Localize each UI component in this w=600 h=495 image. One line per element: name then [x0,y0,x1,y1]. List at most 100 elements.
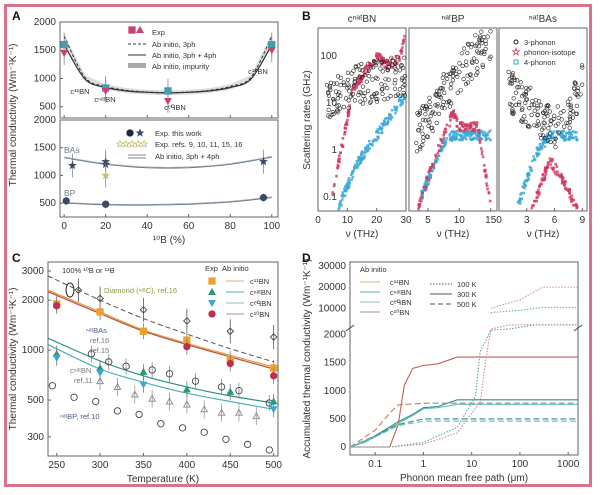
isotope-point [343,130,347,134]
three-phonon-point [567,125,572,130]
three-phonon-point [519,119,524,124]
bp-ref-point [157,420,165,428]
three-phonon-point [509,81,514,86]
three-phonon-point [575,88,580,93]
isotope-point [341,137,345,140]
three-phonon-point [369,65,374,70]
four-phonon-point [565,131,568,135]
isotope-point [351,88,354,91]
three-phonon-point [395,54,400,60]
four-phonon-point [537,152,540,155]
x-tick-label: 0 [496,215,502,226]
four-phonon-point [428,172,432,176]
four-phonon-point [471,132,474,135]
isotope-point [544,172,548,176]
three-phonon-point [481,34,487,40]
isotope-point [386,59,389,62]
three-phonon-point [527,124,532,129]
four-phonon-point [341,198,344,201]
y-tick-label: 500 [39,198,56,209]
four-phonon-point [360,150,364,153]
four-phonon-point [434,160,437,163]
four-phonon-point [532,155,535,158]
isotope-point [403,34,406,38]
three-phonon-point [567,116,573,121]
x-axis-label: ν (THz) [527,229,560,240]
panel-a: Thermal conductivity (Wm⁻¹K⁻¹) 5001000150… [8,17,281,246]
three-phonon-point [378,66,383,71]
isotope-point [417,205,421,208]
four-phonon-point [366,146,370,150]
isotope-point [483,164,486,167]
three-phonon-point [439,95,444,100]
isotope-point [546,166,550,169]
y-tick-label: 0 [340,442,346,453]
subplot-title: ⁿᵃᵗBAs [529,14,557,25]
three-phonon-point [469,76,474,81]
four-phonon-point [562,129,566,132]
x-tick-label: 6 [552,215,558,226]
four-phonon-point [337,208,341,211]
four-phonon-point [425,179,429,183]
four-phonon-point [428,174,431,177]
isotope-point [348,104,351,107]
isotope-point [554,163,557,166]
four-phonon-point [521,185,525,188]
isotope-point [546,161,550,164]
three-phonon-point [524,86,529,91]
four-phonon-point [570,131,573,135]
four-phonon-point [340,203,343,207]
three-phonon-point [345,70,351,75]
isotope-point [464,122,467,126]
four-phonon-point [377,131,381,135]
three-phonon-point [519,107,525,113]
three-phonon-point [421,135,426,140]
isotope-point [390,57,394,61]
annotation-bas: BAs [64,145,80,155]
exp-point-ceqbn [139,381,148,389]
three-phonon-point [392,81,397,86]
four-phonon-point [378,125,382,129]
three-phonon-point [366,73,372,79]
four-phonon-point [351,170,354,174]
three-phonon-point [324,83,330,88]
four-phonon-point [457,138,461,141]
three-phonon-point [545,103,550,108]
three-phonon-point [428,113,433,119]
x-tick-label: 40 [142,221,154,232]
three-phonon-point [572,80,577,85]
three-phonon-point [522,114,527,119]
four-phonon-point [356,166,359,169]
bas-ref-point [122,362,130,370]
three-phonon-point [507,101,513,107]
four-phonon-point [479,137,482,140]
isotope-point [426,177,429,181]
four-phonon-point [386,116,390,120]
four-phonon-point [471,137,475,141]
four-phonon-point [394,107,398,111]
four-phonon-point [427,179,431,183]
isotope-point [346,118,349,122]
three-phonon-point [527,105,532,111]
isotope-point [437,144,440,147]
four-phonon-point [544,140,547,144]
four-phonon-point [575,131,578,134]
three-phonon-point [478,34,483,39]
three-phonon-point [402,93,408,98]
isotope-point [455,124,458,128]
three-phonon-point [579,63,585,68]
three-phonon-point [530,98,535,104]
three-phonon-point [545,138,551,143]
three-phonon-point [372,60,377,65]
three-phonon-point [416,128,422,133]
legend-label: phonon-isotope [524,48,576,57]
three-phonon-point [535,106,540,111]
isotope-point [376,56,379,60]
isotope-point [575,206,578,210]
four-phonon-point [570,133,573,137]
isotope-point [466,123,470,126]
isotope-point [543,170,547,174]
three-phonon-point [465,50,470,56]
x-tick-label: 400 [179,460,196,471]
